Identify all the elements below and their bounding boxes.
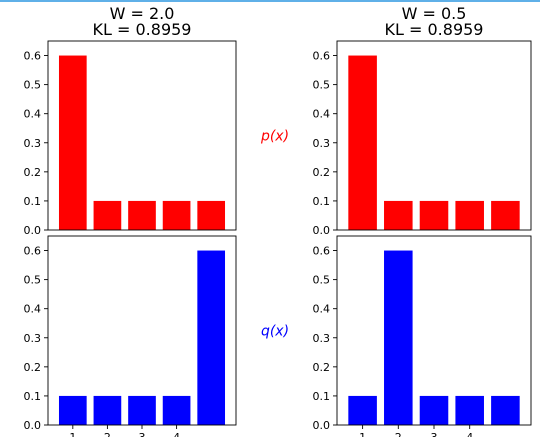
panel-1-bar-4	[162, 200, 191, 230]
panel-3-bar-4	[162, 395, 191, 425]
panel-2-ytick-label-5: 0.5	[313, 79, 331, 92]
panel-2-ytick-label-3: 0.3	[313, 137, 331, 150]
panel-2-ytick-label-0: 0.0	[313, 224, 331, 237]
panel-3-ytick-label-2: 0.2	[24, 361, 42, 374]
panel-4-xtick-label-1: 2	[395, 431, 402, 437]
panel-2-bar-1	[348, 55, 377, 231]
panel-3-bar-1	[58, 395, 87, 425]
panel-4-side-label: q(x)	[261, 324, 289, 340]
panel-1-ytick-label-0: 0.0	[24, 224, 42, 237]
panel-4-ytick-label-1: 0.1	[313, 390, 331, 403]
panel-2-side-label: p(x)	[260, 129, 289, 145]
panel-1-ytick-label-1: 0.1	[24, 195, 42, 208]
panel-3-bar-5	[197, 250, 226, 425]
panel-4-xtick-label-3: 4	[466, 431, 473, 437]
panel-1-ytick-label-6: 0.6	[24, 50, 42, 63]
panel-1-title-line-2: KL = 0.8959	[93, 20, 192, 39]
panel-2-ytick-label-6: 0.6	[313, 50, 331, 63]
panel-4-ytick-label-0: 0.0	[313, 419, 331, 432]
panel-1-title-line-1: W = 2.0	[110, 4, 175, 23]
panel-4-ytick-label-3: 0.3	[313, 332, 331, 345]
panel-4-bar-4	[455, 395, 484, 425]
panel-1-ytick-label-5: 0.5	[24, 79, 42, 92]
panel-1-ytick-label-2: 0.2	[24, 166, 42, 179]
panel-2-bar-3	[419, 200, 449, 230]
panel-1-bar-1	[58, 55, 87, 231]
panel-3-ytick-label-3: 0.3	[24, 332, 42, 345]
panel-4-ytick-label-5: 0.5	[313, 274, 331, 287]
panel-1-ytick-label-4: 0.4	[24, 108, 42, 121]
panel-3-xtick-label-1: 2	[104, 431, 111, 437]
panel-2-axes-frame	[336, 40, 532, 231]
panel-3-xtick-label-3: 4	[173, 431, 180, 437]
panel-1-ytick-label-3: 0.3	[24, 137, 42, 150]
panel-2-ytick-label-2: 0.2	[313, 166, 331, 179]
panel-2-title-line-2: KL = 0.8959	[385, 20, 484, 39]
panel-2-bar-2	[384, 200, 413, 230]
top-accent-line	[0, 0, 540, 2]
panel-4-ytick-label-2: 0.2	[313, 361, 331, 374]
panel-2-title-line-1: W = 0.5	[402, 4, 467, 23]
panel-1-bar-5	[197, 200, 226, 230]
panel-1-bar-2	[93, 200, 122, 230]
panel-4-bar-1	[348, 395, 377, 425]
panel-4-bar-2	[384, 250, 413, 425]
panel-3-xtick-label-2: 3	[139, 431, 146, 437]
panel-4-bar-5	[491, 395, 520, 425]
panel-4-xtick-label-2: 3	[431, 431, 438, 437]
panel-4-bar-3	[419, 395, 449, 425]
panel-1-axes-frame	[47, 40, 237, 231]
panel-3-bar-2	[93, 395, 122, 425]
panel-2-bar-4	[455, 200, 484, 230]
panel-2-ytick-label-1: 0.1	[313, 195, 331, 208]
panel-3-ytick-label-6: 0.6	[24, 245, 42, 258]
panel-4-ytick-label-4: 0.4	[313, 303, 331, 316]
panel-1-bar-3	[128, 200, 156, 230]
panel-3-bar-3	[128, 395, 156, 425]
panel-2-bar-5	[491, 200, 520, 230]
panel-3-ytick-label-5: 0.5	[24, 274, 42, 287]
panel-3-ytick-label-4: 0.4	[24, 303, 42, 316]
panel-4-xtick-label-0: 1	[359, 431, 366, 437]
panel-3-ytick-label-1: 0.1	[24, 390, 42, 403]
panel-2-ytick-label-4: 0.4	[313, 108, 331, 121]
panel-3-xtick-label-0: 1	[69, 431, 76, 437]
panel-3-ytick-label-0: 0.0	[24, 419, 42, 432]
panel-4-ytick-label-6: 0.6	[313, 245, 331, 258]
